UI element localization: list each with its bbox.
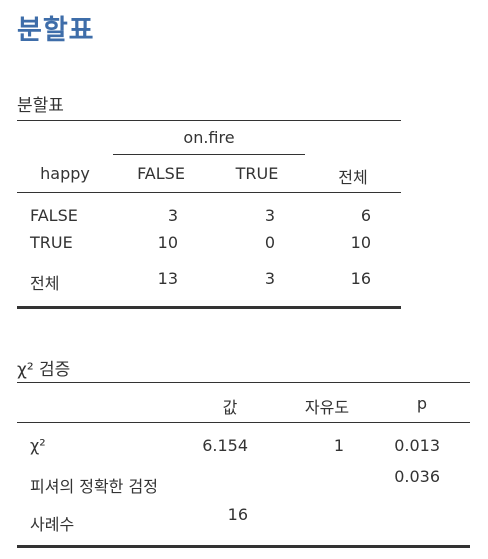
table-top-rule bbox=[17, 382, 470, 383]
cell: 13 bbox=[157, 269, 178, 288]
cell: 10 bbox=[350, 233, 371, 252]
column-header-p: p bbox=[416, 394, 428, 413]
column-header: FALSE bbox=[137, 164, 185, 183]
cell: 10 bbox=[157, 233, 178, 252]
contingency-table-title: 분할표 bbox=[17, 96, 64, 116]
header-rule bbox=[17, 192, 401, 193]
chisq-table-title: χ² 검증 bbox=[17, 360, 71, 380]
cell-df: 1 bbox=[333, 436, 344, 455]
page-title: 분할표 bbox=[17, 15, 95, 46]
column-group-header: on.fire bbox=[183, 128, 235, 147]
table-bottom-rule bbox=[17, 545, 470, 548]
row-variable-header: happy bbox=[40, 164, 90, 183]
cell-p: 0.036 bbox=[394, 467, 440, 486]
cell-value: 16 bbox=[227, 505, 248, 524]
row-label: 피셔의 정확한 검정 bbox=[30, 477, 158, 496]
cell: 6 bbox=[360, 206, 371, 225]
cell: 3 bbox=[264, 206, 275, 225]
row-label: 사례수 bbox=[30, 515, 75, 534]
cell: 3 bbox=[264, 269, 275, 288]
column-group-rule bbox=[113, 154, 305, 155]
column-header: 전체 bbox=[338, 168, 368, 187]
row-label: χ² bbox=[30, 436, 46, 455]
column-header-df: 자유도 bbox=[304, 398, 350, 417]
header-rule bbox=[17, 422, 470, 423]
cell: 0 bbox=[264, 233, 275, 252]
table-top-rule bbox=[17, 120, 401, 121]
table-bottom-rule bbox=[17, 306, 401, 309]
column-header-value: 값 bbox=[222, 398, 238, 417]
row-label: TRUE bbox=[30, 233, 73, 252]
cell-p: 0.013 bbox=[394, 436, 440, 455]
row-label: 전체 bbox=[30, 274, 60, 293]
cell: 3 bbox=[167, 206, 178, 225]
cell-value: 6.154 bbox=[202, 436, 248, 455]
cell: 16 bbox=[350, 269, 371, 288]
row-label: FALSE bbox=[30, 206, 78, 225]
column-header: TRUE bbox=[235, 164, 279, 183]
